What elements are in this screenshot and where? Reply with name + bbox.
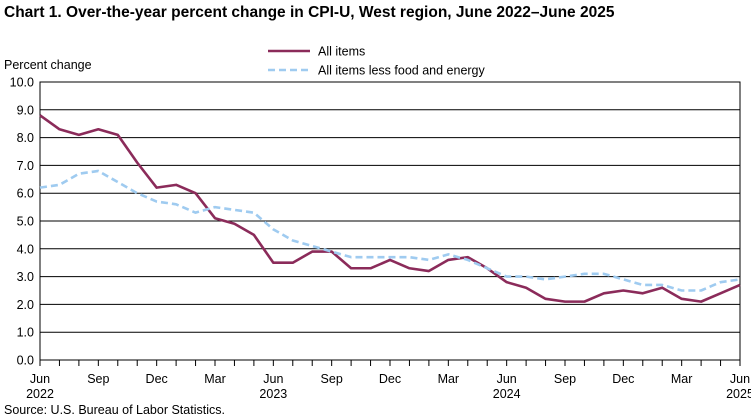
- x-tick-label: Jun: [263, 372, 283, 386]
- x-tick-year-label: 2022: [26, 387, 54, 401]
- x-tick-year-label: 2025: [726, 387, 751, 401]
- x-tick-label: Dec: [379, 372, 401, 386]
- x-tick-year-label: 2023: [259, 387, 287, 401]
- x-tick-label: Sep: [321, 372, 343, 386]
- y-tick-label: 10.0: [10, 76, 34, 90]
- x-tick-year-label: 2024: [493, 387, 521, 401]
- y-tick-label: 5.0: [17, 215, 34, 229]
- x-tick-label: Jun: [30, 372, 50, 386]
- x-tick-label: Mar: [438, 372, 460, 386]
- gridlines: [40, 109, 740, 333]
- x-tick-label: Jun: [730, 372, 750, 386]
- y-tick-label: 8.0: [17, 131, 34, 145]
- y-tick-label: 0.0: [17, 354, 34, 368]
- x-tick-label: Mar: [204, 372, 226, 386]
- y-tick-label: 7.0: [17, 159, 34, 173]
- y-axis-label: Percent change: [4, 58, 92, 72]
- legend-label: All items less food and energy: [318, 64, 486, 78]
- legend: All items All items less food and energy: [268, 45, 486, 78]
- y-tick-label: 9.0: [17, 103, 34, 117]
- y-tick-label: 6.0: [17, 187, 34, 201]
- series-lines: [39, 114, 741, 303]
- x-tick-label: Mar: [671, 372, 693, 386]
- series-line-core: [39, 169, 741, 292]
- y-tick-label: 3.0: [17, 270, 34, 284]
- x-tick-label: Sep: [554, 372, 576, 386]
- series-line-all-items: [39, 114, 741, 303]
- x-tick-label: Jun: [497, 372, 517, 386]
- chart-title: Chart 1. Over-the-year percent change in…: [4, 4, 615, 21]
- legend-label: All items: [318, 45, 365, 59]
- source-note: Source: U.S. Bureau of Labor Statistics.: [4, 403, 225, 417]
- y-axis: 0.0 1.0 2.0 3.0 4.0 5.0 6.0 7.0 8.0 9.0 10.0: [10, 76, 34, 368]
- y-tick-label: 4.0: [17, 242, 34, 256]
- y-tick-label: 1.0: [17, 326, 34, 340]
- y-tick-label: 2.0: [17, 298, 34, 312]
- x-tick-label: Dec: [612, 372, 634, 386]
- x-tick-label: Dec: [146, 372, 168, 386]
- x-tick-label: Sep: [87, 372, 109, 386]
